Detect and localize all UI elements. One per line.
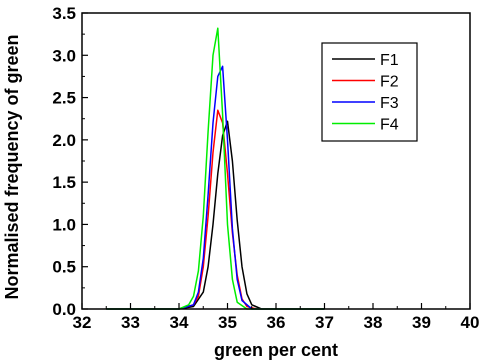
y-tick-label: 0.0 bbox=[52, 300, 76, 319]
legend-label-f2: F2 bbox=[380, 74, 399, 91]
y-tick-label: 1.0 bbox=[52, 215, 76, 234]
x-tick-label: 37 bbox=[315, 313, 334, 332]
x-axis-ticks: 32 33 34 35 36 37 38 39 40 bbox=[73, 303, 480, 332]
y-tick-label: 3.0 bbox=[52, 46, 76, 65]
y-tick-label: 1.5 bbox=[52, 173, 76, 192]
series-line-f4 bbox=[106, 27, 325, 310]
y-axis-ticks: 0.0 0.5 1.0 1.5 2.0 2.5 3.0 3.5 bbox=[52, 4, 88, 319]
y-tick-label: 2.5 bbox=[52, 89, 76, 108]
series-line-f2 bbox=[106, 109, 325, 310]
x-tick-label: 40 bbox=[461, 313, 480, 332]
x-tick-label: 36 bbox=[267, 313, 286, 332]
x-tick-label: 35 bbox=[218, 313, 237, 332]
series-lines bbox=[106, 27, 325, 310]
y-tick-label: 2.0 bbox=[52, 131, 76, 150]
x-axis-title: green per cent bbox=[214, 340, 338, 360]
legend-label-f1: F1 bbox=[380, 52, 399, 69]
x-tick-label: 34 bbox=[170, 313, 189, 332]
legend-label-f3: F3 bbox=[380, 95, 399, 112]
series-line-f3 bbox=[106, 65, 325, 310]
x-tick-label: 32 bbox=[73, 313, 92, 332]
x-tick-label: 39 bbox=[412, 313, 431, 332]
y-tick-label: 0.5 bbox=[52, 258, 76, 277]
x-tick-label: 33 bbox=[121, 313, 140, 332]
y-axis-title: Normalised frequency of green bbox=[2, 34, 22, 299]
legend-label-f4: F4 bbox=[380, 117, 399, 134]
series-line-f1 bbox=[106, 120, 325, 310]
legend: F1 F2 F3 F4 bbox=[321, 42, 418, 142]
legend-box bbox=[321, 42, 418, 142]
y-tick-label: 3.5 bbox=[52, 4, 76, 23]
x-tick-label: 38 bbox=[364, 313, 383, 332]
